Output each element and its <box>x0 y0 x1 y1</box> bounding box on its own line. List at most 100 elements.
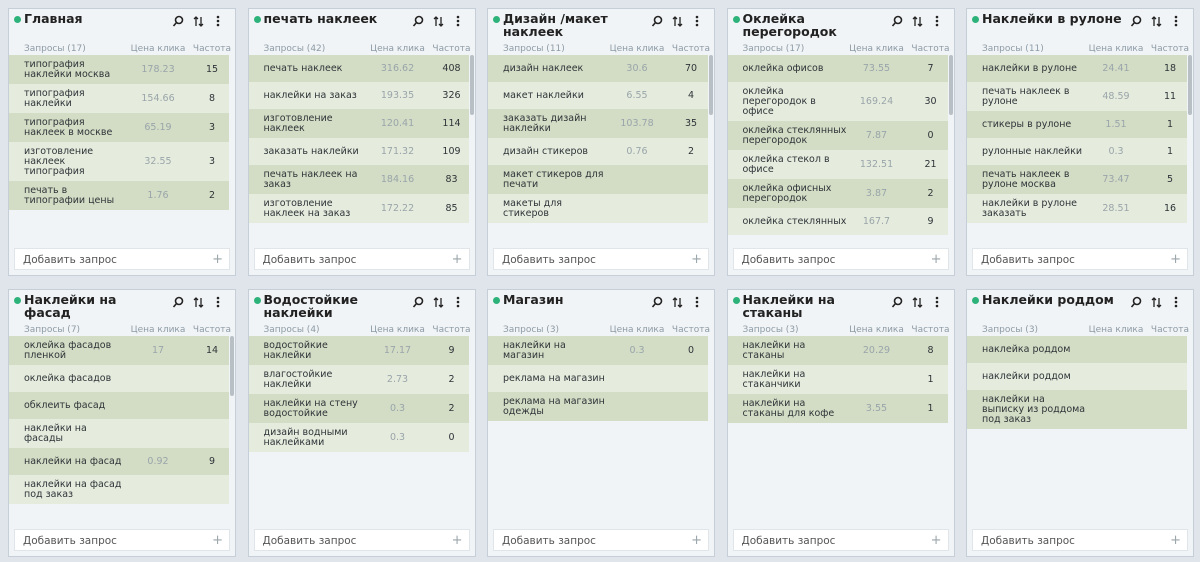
query-row[interactable]: наклейки на заказ 193.35 326 <box>248 82 469 109</box>
query-row[interactable]: дизайн наклеек 30.6 70 <box>488 55 708 82</box>
query-row[interactable]: оклейка фасадов <box>9 365 229 392</box>
query-row[interactable]: макеты для стикеров <box>488 194 708 223</box>
add-query-label[interactable]: Добавить запрос <box>981 535 1075 547</box>
search-icon[interactable] <box>891 296 902 308</box>
menu-icon[interactable] <box>695 296 699 308</box>
scrollbar[interactable] <box>948 55 953 115</box>
add-query-label[interactable]: Добавить запрос <box>502 535 596 547</box>
search-icon[interactable] <box>412 296 423 308</box>
query-row[interactable]: обклеить фасад <box>9 392 229 419</box>
add-query[interactable]: Добавить запрос + <box>972 248 1188 270</box>
scrollbar[interactable] <box>230 336 234 396</box>
add-button[interactable]: + <box>212 533 223 548</box>
add-query-label[interactable]: Добавить запрос <box>981 254 1075 266</box>
menu-icon[interactable] <box>935 296 938 308</box>
sort-icon[interactable] <box>912 16 922 27</box>
add-query[interactable]: Добавить запрос + <box>14 529 230 551</box>
query-row[interactable]: влагостойкие наклейки 2.73 2 <box>248 365 469 394</box>
add-button[interactable]: + <box>212 252 223 267</box>
query-row[interactable]: заказать дизайн наклейки 103.78 35 <box>488 109 708 138</box>
query-row[interactable]: стикеры в рулоне 1.51 1 <box>967 111 1187 138</box>
add-query[interactable]: Добавить запрос + <box>493 529 709 551</box>
query-row[interactable]: оклейка перегородок в офисе 169.24 30 <box>727 82 948 121</box>
query-row[interactable]: наклейки на выписку из роддома под заказ <box>967 390 1187 429</box>
search-icon[interactable] <box>891 15 902 27</box>
query-row[interactable]: наклейки в рулоне заказать 28.51 16 <box>967 194 1187 223</box>
add-query[interactable]: Добавить запрос + <box>972 529 1188 551</box>
add-query[interactable]: Добавить запрос + <box>253 248 470 270</box>
menu-icon[interactable] <box>695 15 699 27</box>
menu-icon[interactable] <box>456 296 459 308</box>
search-icon[interactable] <box>1130 296 1142 308</box>
query-row[interactable]: макет стикеров для печати <box>488 165 708 194</box>
add-button[interactable]: + <box>451 252 463 267</box>
query-row[interactable]: наклейки в рулоне 24.41 18 <box>967 55 1187 82</box>
add-button[interactable]: + <box>930 533 942 548</box>
query-row[interactable]: реклама на магазин одежды <box>488 392 708 421</box>
query-row[interactable]: печать наклеек 316.62 408 <box>248 55 469 82</box>
menu-icon[interactable] <box>216 296 220 308</box>
search-icon[interactable] <box>651 296 663 308</box>
sort-icon[interactable] <box>193 16 204 27</box>
query-row[interactable]: печать наклеек в рулоне москва 73.47 5 <box>967 165 1187 194</box>
query-row[interactable]: оклейка стекол в офисе 132.51 21 <box>727 150 948 179</box>
add-button[interactable]: + <box>451 533 463 548</box>
query-row[interactable]: типография наклейки москва 178.23 15 <box>9 55 229 84</box>
query-row[interactable]: наклейка роддом <box>967 336 1187 363</box>
query-row[interactable]: заказать наклейки 171.32 109 <box>248 138 469 165</box>
scrollbar[interactable] <box>469 55 474 115</box>
sort-icon[interactable] <box>433 16 443 27</box>
sort-icon[interactable] <box>912 297 922 308</box>
menu-icon[interactable] <box>1174 15 1178 27</box>
menu-icon[interactable] <box>935 15 938 27</box>
sort-icon[interactable] <box>193 297 204 308</box>
query-row[interactable]: наклейки на фасад 0.92 9 <box>9 448 229 475</box>
search-icon[interactable] <box>172 296 184 308</box>
query-row[interactable]: типография наклеек в москве 65.19 3 <box>9 113 229 142</box>
query-row[interactable]: оклейка офисов 73.55 7 <box>727 55 948 82</box>
add-query[interactable]: Добавить запрос + <box>253 529 470 551</box>
menu-icon[interactable] <box>1174 296 1178 308</box>
query-row[interactable]: оклейка стеклянных 167.7 9 <box>727 208 948 235</box>
add-query-label[interactable]: Добавить запрос <box>23 254 117 266</box>
sort-icon[interactable] <box>1151 16 1162 27</box>
query-row[interactable]: оклейка офисных перегородок 3.87 2 <box>727 179 948 208</box>
add-button[interactable]: + <box>1170 252 1181 267</box>
add-button[interactable]: + <box>930 252 942 267</box>
query-row[interactable]: оклейка фасадов пленкой 17 14 <box>9 336 229 365</box>
query-row[interactable]: изготовление наклеек типография 32.55 3 <box>9 142 229 181</box>
query-row[interactable]: реклама на магазин <box>488 365 708 392</box>
query-row[interactable]: рулонные наклейки 0.3 1 <box>967 138 1187 165</box>
add-query[interactable]: Добавить запрос + <box>732 248 949 270</box>
add-button[interactable]: + <box>691 533 702 548</box>
scrollbar[interactable] <box>1188 55 1192 115</box>
query-row[interactable]: печать в типографии цены 1.76 2 <box>9 181 229 210</box>
sort-icon[interactable] <box>672 16 683 27</box>
add-query[interactable]: Добавить запрос + <box>732 529 949 551</box>
query-row[interactable]: наклейки на стаканы для кофе 3.55 1 <box>727 394 948 423</box>
sort-icon[interactable] <box>672 297 683 308</box>
query-row[interactable]: наклейки роддом <box>967 363 1187 390</box>
scrollbar[interactable] <box>709 55 713 115</box>
sort-icon[interactable] <box>433 297 443 308</box>
query-row[interactable]: изготовление наклеек на заказ 172.22 85 <box>248 194 469 223</box>
search-icon[interactable] <box>1130 15 1142 27</box>
add-button[interactable]: + <box>691 252 702 267</box>
menu-icon[interactable] <box>456 15 459 27</box>
search-icon[interactable] <box>651 15 663 27</box>
add-query-label[interactable]: Добавить запрос <box>262 254 357 266</box>
sort-icon[interactable] <box>1151 297 1162 308</box>
add-query-label[interactable]: Добавить запрос <box>502 254 596 266</box>
menu-icon[interactable] <box>216 15 220 27</box>
add-query-label[interactable]: Добавить запрос <box>262 535 357 547</box>
query-row[interactable]: наклейки на стену водостойкие 0.3 2 <box>248 394 469 423</box>
search-icon[interactable] <box>172 15 184 27</box>
query-row[interactable]: дизайн водными наклейками 0.3 0 <box>248 423 469 452</box>
query-row[interactable]: макет наклейки 6.55 4 <box>488 82 708 109</box>
query-row[interactable]: оклейка стеклянных перегородок 7.87 0 <box>727 121 948 150</box>
add-query-label[interactable]: Добавить запрос <box>23 535 117 547</box>
add-query-label[interactable]: Добавить запрос <box>741 254 836 266</box>
add-query-label[interactable]: Добавить запрос <box>741 535 836 547</box>
query-row[interactable]: дизайн стикеров 0.76 2 <box>488 138 708 165</box>
query-row[interactable]: наклейки на фасад под заказ <box>9 475 229 504</box>
